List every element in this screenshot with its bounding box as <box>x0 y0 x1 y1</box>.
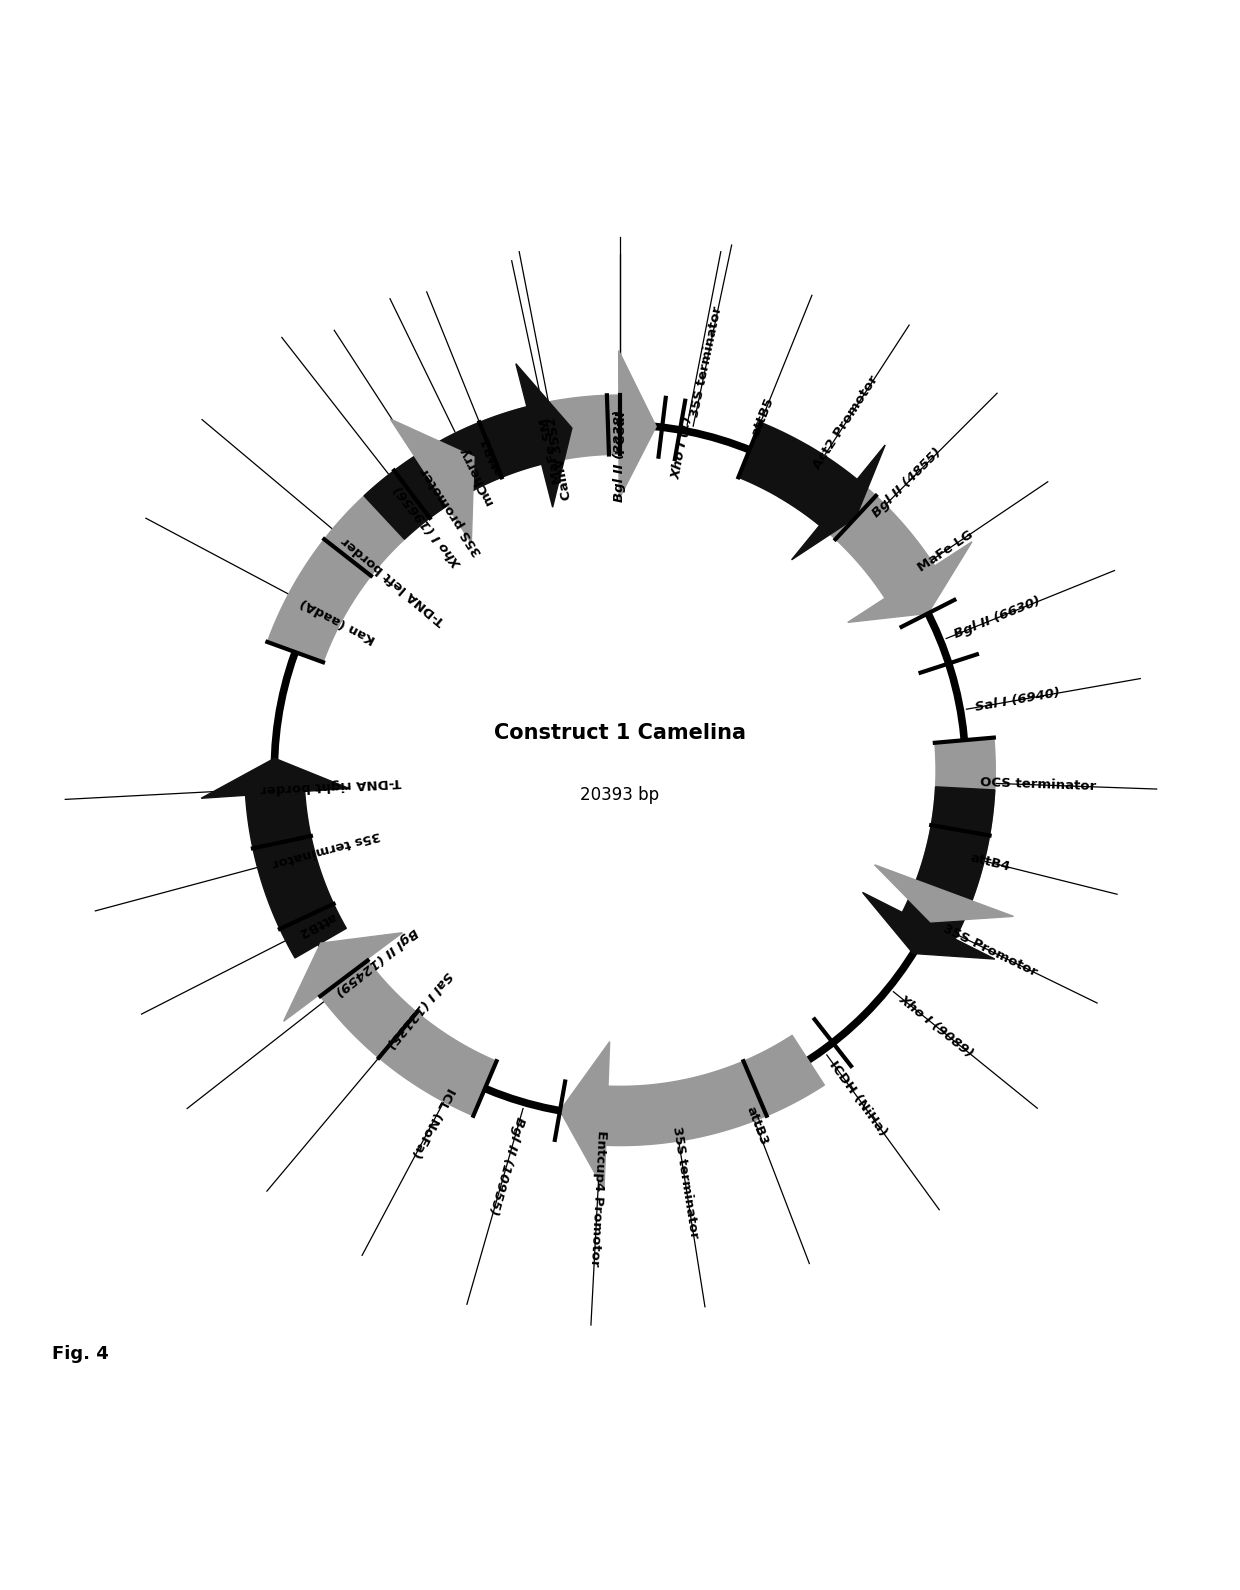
Polygon shape <box>319 959 496 1116</box>
Text: ICDH (NiHa): ICDH (NiHa) <box>827 1057 890 1138</box>
Polygon shape <box>863 892 994 959</box>
Polygon shape <box>365 407 542 539</box>
Polygon shape <box>284 933 402 1021</box>
Polygon shape <box>738 423 857 525</box>
Text: Xho I (19656): Xho I (19656) <box>393 482 465 569</box>
Text: Act2 Promotor: Act2 Promotor <box>811 374 882 472</box>
Text: T-DNA right border: T-DNA right border <box>259 776 402 795</box>
Polygon shape <box>268 456 448 661</box>
Polygon shape <box>777 445 935 598</box>
Text: attB4: attB4 <box>968 851 1011 875</box>
Text: Xho I (1): Xho I (1) <box>670 415 696 480</box>
Text: CamV 35S2: CamV 35S2 <box>544 415 574 501</box>
Polygon shape <box>903 787 994 940</box>
Text: OCS terminator: OCS terminator <box>980 776 1096 793</box>
Polygon shape <box>246 792 346 957</box>
Text: Fig. 4: Fig. 4 <box>52 1345 109 1363</box>
Text: T-DNA left border: T-DNA left border <box>340 534 448 628</box>
Text: attB2: attB2 <box>296 909 339 940</box>
Text: attB5: attB5 <box>749 396 776 439</box>
Polygon shape <box>848 542 972 622</box>
Text: MaFe SM: MaFe SM <box>538 417 565 485</box>
Polygon shape <box>516 364 572 507</box>
Text: Bgl II (6630): Bgl II (6630) <box>952 595 1042 641</box>
Text: Bgl II (10955): Bgl II (10955) <box>486 1115 527 1216</box>
Text: 35S terminator: 35S terminator <box>670 1126 701 1239</box>
Polygon shape <box>916 738 996 902</box>
Text: 20393 bp: 20393 bp <box>580 785 660 805</box>
Text: 35s terminator: 35s terminator <box>270 828 382 870</box>
Text: attB1: attB1 <box>479 434 506 477</box>
Text: 35S terminator: 35S terminator <box>688 305 725 420</box>
Text: mCherry: mCherry <box>456 444 496 506</box>
Text: I-CeuI: I-CeuI <box>614 410 626 453</box>
Text: Entcup4 Promotor: Entcup4 Promotor <box>588 1130 608 1267</box>
Polygon shape <box>791 445 885 560</box>
Text: Construct 1 Camelina: Construct 1 Camelina <box>494 723 746 743</box>
Text: Bgl II (12459): Bgl II (12459) <box>332 925 420 997</box>
Text: Kan (aadA): Kan (aadA) <box>299 595 378 646</box>
Polygon shape <box>444 394 619 491</box>
Polygon shape <box>201 758 348 798</box>
Text: 35S Promotor: 35S Promotor <box>941 922 1039 979</box>
Polygon shape <box>391 420 474 544</box>
Polygon shape <box>605 1035 825 1145</box>
Text: Bgl II (4855): Bgl II (4855) <box>870 445 945 520</box>
Polygon shape <box>619 351 656 499</box>
Polygon shape <box>874 865 1013 922</box>
Text: Bgl II (3238): Bgl II (3238) <box>614 410 626 502</box>
Text: Sal I (12135): Sal I (12135) <box>383 970 455 1051</box>
Text: MaFe LG: MaFe LG <box>915 528 976 574</box>
Text: 35S promoter: 35S promoter <box>418 464 485 558</box>
Polygon shape <box>560 1041 610 1189</box>
Text: ICL (NoFa): ICL (NoFa) <box>409 1086 456 1161</box>
Text: Xho I (9089): Xho I (9089) <box>897 992 976 1061</box>
Text: attB3: attB3 <box>743 1105 770 1148</box>
Text: Sal I (6940): Sal I (6940) <box>973 687 1061 714</box>
